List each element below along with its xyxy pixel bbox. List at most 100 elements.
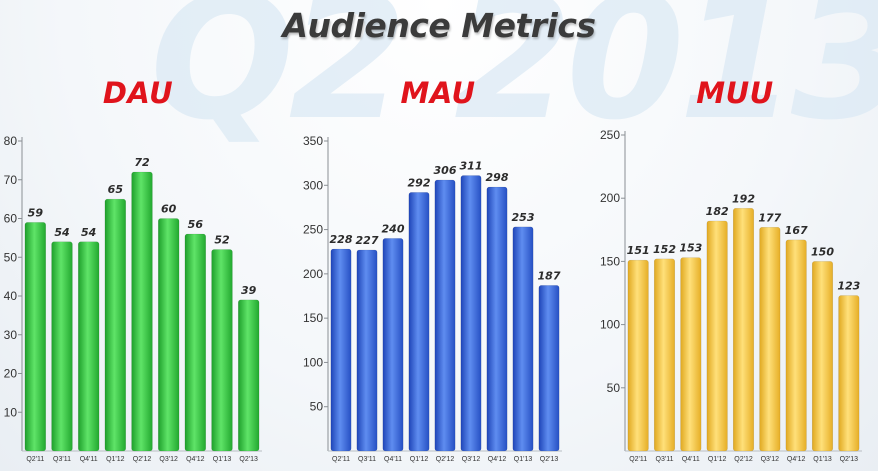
mau-data-label: 253 — [512, 211, 535, 224]
mau-x-tick-label: Q4'11 — [384, 456, 402, 463]
dau-y-tick-label: 80 — [4, 134, 18, 148]
mau-bar — [330, 248, 352, 452]
dau-chart: 10 20 30 40 50 60 70 80 59 Q2'11 54 Q3'11 54 Q4'11 65 Q… — [4, 134, 262, 463]
mau-y-tick-label: 50 — [310, 400, 324, 414]
dau-data-label: 59 — [28, 206, 44, 219]
mau-data-label: 306 — [434, 164, 457, 177]
mau-x-tick-label: Q1'12 — [410, 456, 429, 463]
dau-bar — [24, 222, 46, 452]
mau-bar — [382, 238, 404, 452]
dau-x-tick-label: Q1'13 — [213, 456, 232, 463]
dau-y-tick-label: 30 — [4, 328, 18, 342]
mau-chart: 50 100 150 200 250 300 350 228 Q2'11 227 Q3'11 240 Q… — [303, 134, 562, 463]
dau-y-tick-label: 70 — [4, 173, 18, 187]
dau-x-tick-label: Q2'11 — [26, 456, 44, 463]
muu-x-tick-label: Q2'13 — [840, 456, 859, 463]
mau-bar — [512, 226, 534, 452]
dau-x-tick-label: Q3'11 — [53, 456, 71, 463]
muu-data-label: 151 — [627, 244, 650, 257]
muu-y-tick-label: 250 — [600, 128, 620, 142]
muu-data-label: 150 — [811, 245, 834, 258]
mau-x-tick-label: Q3'11 — [358, 456, 376, 463]
muu-bar — [838, 295, 860, 452]
muu-chart: 50 100 150 200 250 151 Q2'11 152 Q3'11 153 Q4'11 18… — [600, 128, 862, 463]
dau-data-label: 65 — [108, 183, 124, 196]
mau-bar — [538, 285, 560, 452]
dau-y-tick-label: 50 — [4, 250, 18, 264]
dau-data-label: 72 — [134, 156, 150, 169]
muu-data-label: 192 — [732, 192, 755, 205]
mau-bar — [434, 179, 456, 452]
muu-bar — [759, 227, 781, 452]
muu-data-label: 153 — [679, 242, 702, 255]
dau-bar — [211, 249, 233, 452]
mau-x-tick-label: Q3'12 — [462, 456, 481, 463]
dau-bar — [184, 233, 206, 452]
dau-x-tick-label: Q4'12 — [186, 456, 205, 463]
mau-x-tick-label: Q2'13 — [540, 456, 559, 463]
muu-data-label: 182 — [706, 205, 729, 218]
muu-bar — [732, 208, 755, 452]
mau-bar — [460, 175, 482, 452]
mau-data-label: 227 — [356, 234, 379, 247]
mau-data-label: 228 — [330, 233, 353, 246]
muu-bar — [680, 257, 702, 452]
dau-bar — [131, 171, 153, 452]
dau-bar — [104, 198, 126, 452]
mau-data-label: 292 — [408, 176, 431, 189]
muu-bar — [627, 259, 649, 452]
muu-chart-title: MUU — [696, 76, 774, 110]
muu-data-label: 177 — [758, 211, 781, 224]
dau-bar — [78, 241, 100, 452]
mau-x-tick-label: Q2'11 — [332, 456, 350, 463]
mau-x-tick-label: Q2'12 — [436, 456, 455, 463]
muu-y-tick-label: 150 — [600, 254, 620, 268]
muu-y-tick-label: 50 — [607, 381, 621, 395]
muu-x-tick-label: Q4'11 — [682, 456, 700, 463]
dau-bar — [238, 299, 260, 452]
dau-data-label: 39 — [241, 284, 257, 297]
dau-bar — [51, 241, 73, 452]
muu-data-label: 167 — [785, 224, 808, 237]
dau-x-tick-label: Q1'12 — [106, 456, 125, 463]
muu-y-tick-label: 100 — [600, 318, 620, 332]
muu-x-tick-label: Q2'12 — [734, 456, 753, 463]
mau-y-tick-label: 200 — [303, 267, 323, 281]
dau-data-label: 60 — [161, 203, 177, 216]
muu-bar — [811, 261, 834, 452]
muu-x-tick-label: Q1'12 — [708, 456, 727, 463]
muu-x-tick-label: Q4'12 — [787, 456, 806, 463]
page-title: Audience Metrics — [282, 6, 596, 45]
mau-y-tick-label: 350 — [303, 134, 323, 148]
mau-y-tick-label: 100 — [303, 355, 323, 369]
dau-x-tick-label: Q2'13 — [239, 456, 258, 463]
dau-x-tick-label: Q2'12 — [133, 456, 152, 463]
dau-x-tick-label: Q3'12 — [159, 456, 178, 463]
muu-x-tick-label: Q3'11 — [656, 456, 674, 463]
dau-data-label: 56 — [188, 218, 204, 231]
mau-chart-title: MAU — [400, 76, 476, 110]
muu-data-label: 123 — [837, 280, 860, 293]
mau-y-tick-label: 250 — [303, 223, 323, 237]
muu-data-label: 152 — [653, 243, 676, 256]
dau-y-tick-label: 20 — [4, 367, 18, 381]
mau-x-tick-label: Q4'12 — [488, 456, 507, 463]
mau-data-label: 311 — [460, 160, 483, 173]
muu-bar — [706, 220, 728, 452]
dau-bar — [158, 218, 180, 452]
dau-data-label: 52 — [214, 234, 230, 247]
mau-bar — [486, 186, 508, 452]
muu-x-tick-label: Q2'11 — [629, 456, 647, 463]
dau-y-tick-label: 60 — [4, 212, 18, 226]
mau-bar — [356, 249, 378, 452]
mau-data-label: 298 — [486, 171, 509, 184]
dau-data-label: 54 — [81, 226, 96, 239]
dau-x-tick-label: Q4'11 — [80, 456, 98, 463]
mau-data-label: 240 — [382, 222, 405, 235]
dau-chart-title: DAU — [102, 76, 174, 110]
mau-bar — [408, 192, 430, 452]
mau-y-tick-label: 150 — [303, 311, 323, 325]
mau-data-label: 187 — [538, 269, 561, 282]
muu-bar — [785, 239, 807, 452]
